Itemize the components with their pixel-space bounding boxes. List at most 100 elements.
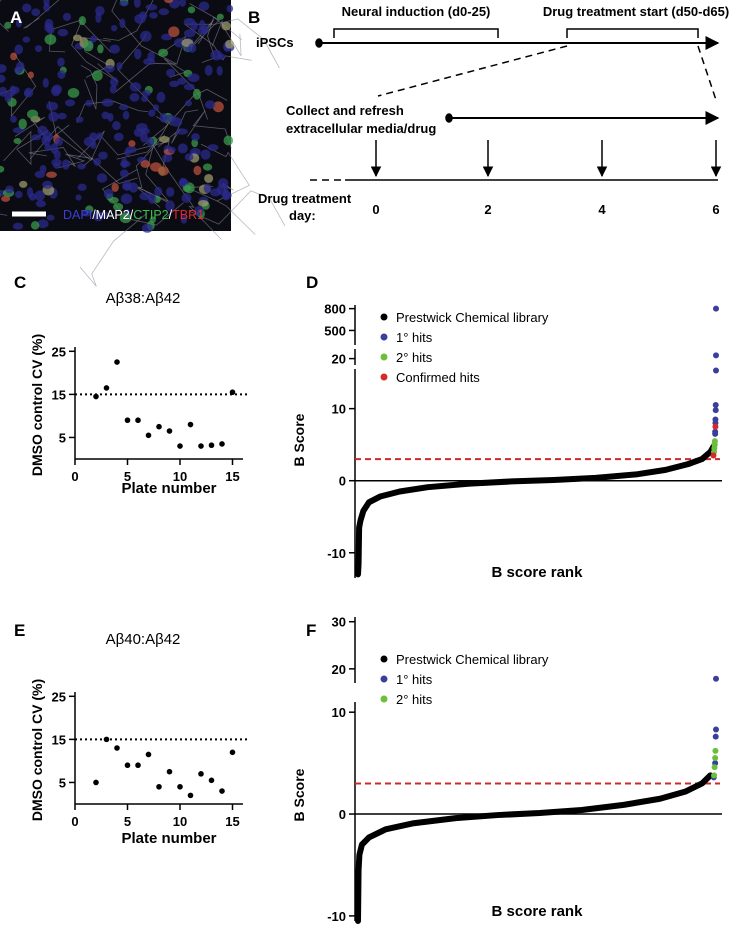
nucleus [46, 171, 57, 178]
zoom-line [697, 45, 717, 101]
nucleus [129, 82, 142, 92]
point [198, 443, 204, 449]
point [187, 792, 194, 799]
y-axis-label: DMSO control CV (%) [29, 679, 45, 821]
point [93, 779, 99, 786]
nucleus [204, 100, 216, 109]
neurite [157, 109, 199, 148]
stain-name: CTIP2 [133, 208, 168, 222]
nucleus [216, 13, 224, 20]
nucleus [119, 212, 132, 224]
nucleus [216, 53, 226, 60]
nucleus [134, 13, 146, 24]
nucleus [96, 173, 108, 183]
nucleus [101, 111, 110, 120]
hit-point [711, 772, 718, 779]
nucleus [78, 16, 87, 26]
nucleus [118, 104, 129, 111]
nucleus [166, 68, 176, 78]
nucleus [145, 4, 158, 11]
nucleus [141, 95, 149, 103]
nucleus [204, 173, 214, 183]
point [166, 768, 173, 775]
arrow-start [445, 113, 453, 123]
nucleus [154, 186, 163, 197]
legend-swatch [380, 675, 388, 683]
nucleus [15, 18, 23, 28]
library-curve [355, 441, 718, 578]
point [208, 777, 215, 784]
collect-label: Collect and refresh [286, 103, 404, 118]
point [177, 783, 183, 790]
nucleus [53, 149, 61, 160]
legend-swatch [380, 353, 388, 361]
nucleus [22, 36, 31, 43]
neurite [187, 110, 232, 149]
point [177, 443, 183, 449]
point [156, 423, 162, 430]
nucleus [122, 183, 131, 190]
nucleus [18, 118, 27, 130]
y-tick-label: -10 [327, 909, 346, 924]
nucleus [165, 200, 175, 212]
nucleus [98, 151, 108, 160]
point [229, 389, 236, 396]
nucleus [13, 137, 22, 145]
nucleus [216, 66, 223, 76]
nucleus [103, 188, 114, 199]
nucleus [93, 157, 102, 167]
nucleus [177, 143, 188, 154]
point [229, 749, 236, 756]
nucleus [57, 57, 65, 67]
nucleus [48, 111, 59, 122]
point [156, 783, 162, 790]
nucleus [75, 194, 82, 201]
nucleus [111, 182, 119, 192]
nucleus [133, 48, 142, 60]
point [93, 393, 99, 400]
nucleus [197, 199, 209, 207]
y-tick-label: 15 [52, 387, 66, 402]
nucleus [34, 190, 45, 202]
nucleus [10, 115, 17, 123]
stain-name: TBR1 [172, 208, 204, 222]
y-axis-label: DMSO control CV (%) [29, 334, 45, 476]
nucleus [182, 184, 191, 193]
legend-swatch [380, 373, 388, 381]
micrograph [0, 0, 286, 287]
nucleus [176, 128, 188, 135]
nucleus [109, 85, 117, 94]
nucleus [72, 34, 82, 42]
day-number: 0 [372, 202, 379, 217]
neurite [79, 212, 148, 287]
panel-label: C [14, 273, 26, 292]
legend-label: Prestwick Chemical library [396, 310, 549, 325]
x-tick-label: 0 [71, 469, 78, 484]
nucleus [44, 143, 51, 152]
nucleus [120, 160, 131, 168]
timeline-diagram [310, 28, 722, 181]
nucleus [141, 223, 153, 233]
nucleus [128, 140, 136, 148]
nucleus [4, 91, 12, 103]
nucleus [125, 146, 137, 154]
x-tick-label: 15 [225, 469, 239, 484]
phase-label: Drug treatment start (d50-d65) [543, 4, 729, 19]
hit-point [713, 352, 719, 359]
neurite [185, 18, 280, 69]
x-tick-label: 0 [71, 814, 78, 829]
nucleus [193, 165, 202, 176]
y-tick-label: 5 [59, 430, 66, 445]
x-tick-label: 10 [173, 469, 187, 484]
neurite [23, 0, 60, 29]
nucleus [212, 101, 224, 113]
nucleus [46, 101, 59, 111]
day-number: 2 [484, 202, 491, 217]
nucleus [35, 200, 47, 208]
y-tick-label: 20 [332, 352, 346, 367]
panel-label: B [248, 8, 260, 27]
nucleus [62, 12, 72, 21]
nucleus [28, 192, 37, 201]
point [103, 385, 110, 391]
nucleus [164, 0, 174, 4]
